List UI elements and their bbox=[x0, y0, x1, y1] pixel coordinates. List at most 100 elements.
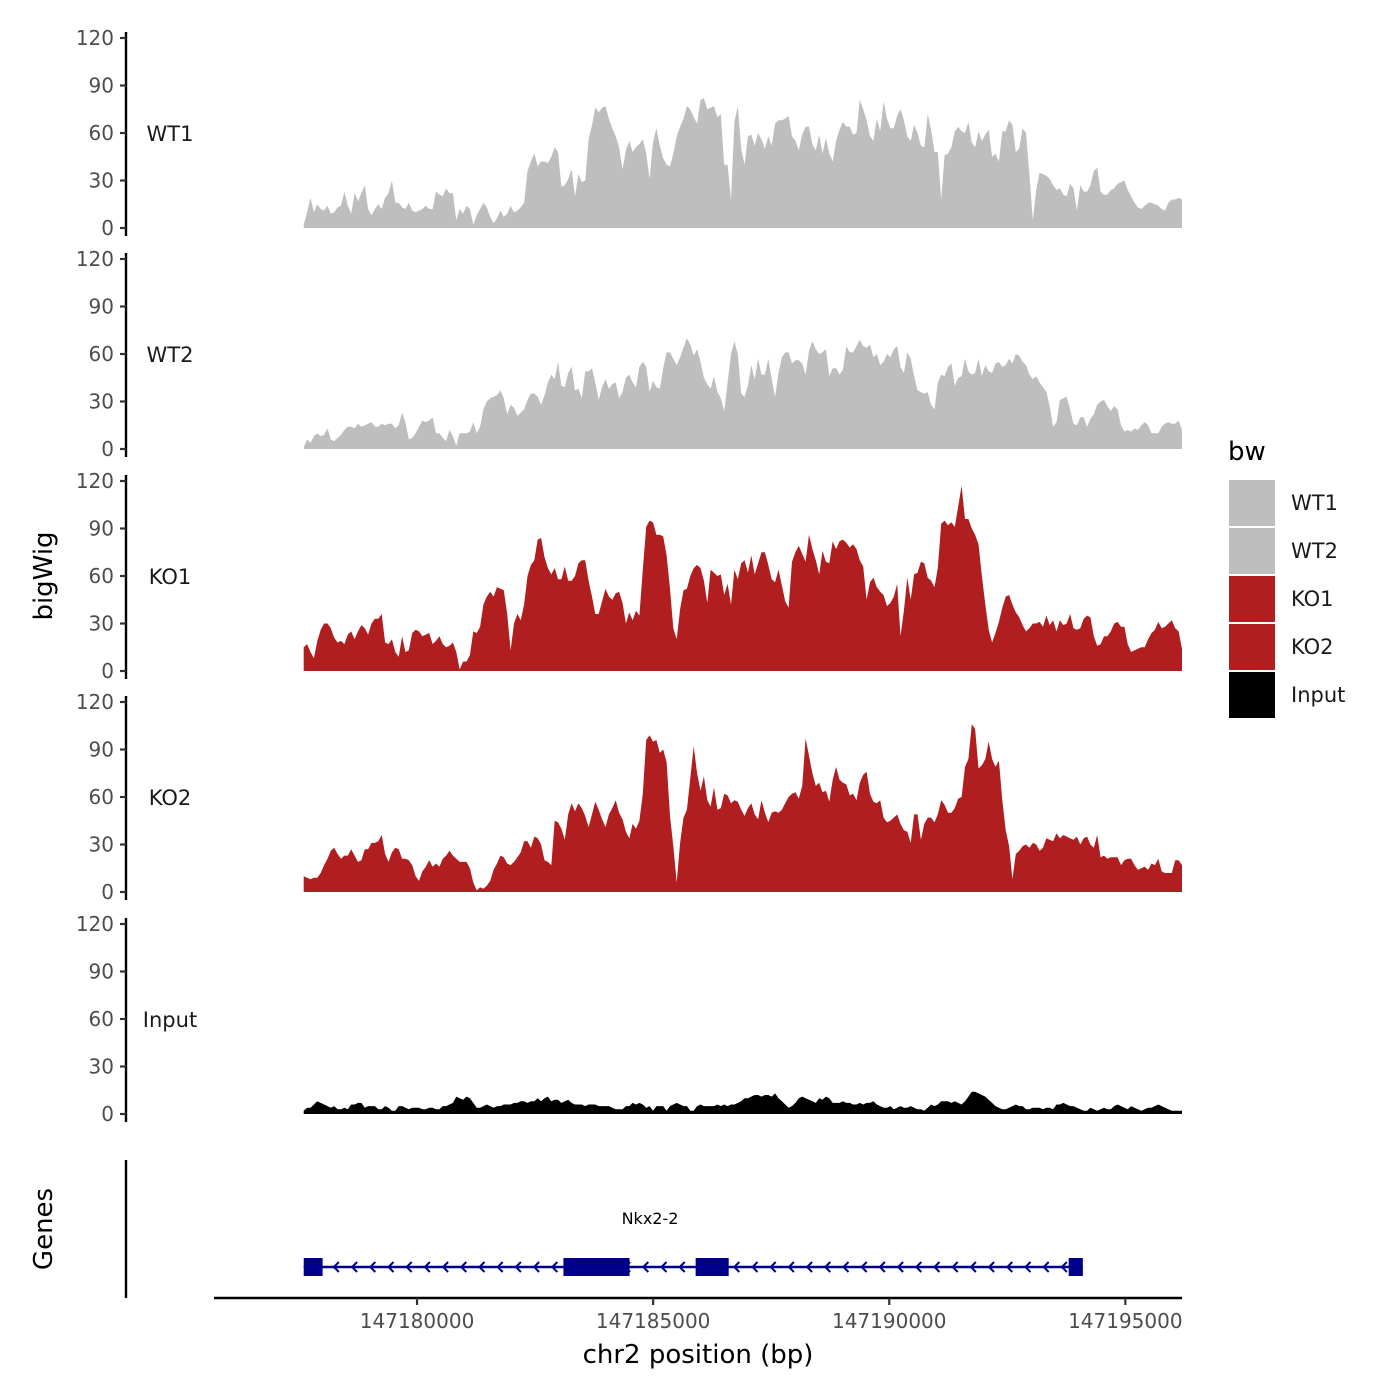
strand-arrow bbox=[514, 1261, 522, 1273]
strand-arrow bbox=[1060, 1261, 1068, 1273]
x-tick-label-147190000: 147190000 bbox=[832, 1309, 947, 1333]
y-tick-label-wt1-60: 60 bbox=[89, 121, 114, 145]
strand-arrow bbox=[441, 1261, 449, 1273]
legend-swatch-input bbox=[1229, 672, 1275, 718]
legend-label-wt2: WT2 bbox=[1291, 539, 1338, 563]
track-label-ko2: KO2 bbox=[149, 786, 192, 810]
y-tick-label-ko1-30: 30 bbox=[89, 612, 114, 636]
strand-arrow bbox=[496, 1261, 504, 1273]
coverage-area-wt2 bbox=[303, 338, 1182, 449]
strand-arrow bbox=[769, 1261, 777, 1273]
track-wt2: 0 30 60 90 120 WT2 bbox=[76, 247, 1182, 461]
legend-items: WT1 WT2 KO1 KO2 Input bbox=[1229, 480, 1345, 718]
strand-arrow bbox=[678, 1261, 686, 1273]
track-label-wt1: WT1 bbox=[147, 122, 194, 146]
strand-arrow bbox=[368, 1261, 377, 1273]
legend-swatch-ko2 bbox=[1229, 624, 1275, 670]
y-tick-label-ko1-60: 60 bbox=[89, 564, 114, 588]
strand-arrow bbox=[896, 1261, 904, 1273]
y-tick-label-wt2-120: 120 bbox=[76, 247, 114, 271]
strand-arrow bbox=[878, 1261, 886, 1273]
track-ko2: 0 30 60 90 120 KO2 bbox=[76, 690, 1182, 904]
gene-exon-2 bbox=[563, 1258, 630, 1276]
y-tick-label-input-120: 120 bbox=[76, 912, 114, 936]
x-axis: 147180000 147185000 147190000 147195000 chr… bbox=[214, 1296, 1183, 1370]
gene-exon-3 bbox=[695, 1258, 729, 1276]
y-tick-label-input-0: 0 bbox=[101, 1102, 114, 1126]
coverage-tracks: 0306090120WT10306090120WT20306090120KO10… bbox=[76, 26, 1182, 1126]
strand-arrow bbox=[805, 1261, 813, 1273]
x-tick-label-147195000: 147195000 bbox=[1068, 1309, 1183, 1333]
y-tick-label-wt2-90: 90 bbox=[89, 295, 114, 319]
gene-name-label: Nkx2-2 bbox=[622, 1209, 679, 1228]
strand-arrow bbox=[787, 1261, 795, 1273]
strand-arrow bbox=[660, 1261, 668, 1273]
y-tick-label-ko2-90: 90 bbox=[89, 738, 114, 762]
gene-exon-4 bbox=[1068, 1258, 1083, 1276]
strand-arrow bbox=[842, 1261, 850, 1273]
y-tick-label-ko1-0: 0 bbox=[101, 659, 114, 683]
strand-arrow bbox=[860, 1261, 868, 1273]
y-tick-label-wt2-60: 60 bbox=[89, 342, 114, 366]
y-tick-label-ko2-60: 60 bbox=[89, 785, 114, 809]
legend-title: bw bbox=[1228, 437, 1266, 467]
strand-arrow bbox=[550, 1261, 559, 1273]
track-ko1: 0 30 60 90 120 KO1 bbox=[76, 469, 1182, 683]
gene-model bbox=[303, 1258, 1083, 1276]
track-label-wt2: WT2 bbox=[147, 343, 194, 367]
y-tick-label-wt1-90: 90 bbox=[89, 74, 114, 98]
y-tick-label-ko1-90: 90 bbox=[89, 517, 114, 541]
legend-label-ko2: KO2 bbox=[1291, 635, 1334, 659]
strand-arrow bbox=[459, 1261, 468, 1273]
strand-arrow bbox=[751, 1261, 759, 1273]
legend-swatch-wt1 bbox=[1229, 480, 1275, 526]
legend-swatch-ko1 bbox=[1229, 576, 1275, 622]
strand-arrow bbox=[987, 1261, 995, 1273]
y-tick-label-wt1-0: 0 bbox=[101, 216, 114, 240]
y-tick-label-input-60: 60 bbox=[89, 1007, 114, 1031]
coverage-area-ko1 bbox=[303, 485, 1182, 671]
strand-arrow bbox=[732, 1261, 741, 1273]
y-tick-label-wt2-30: 30 bbox=[89, 390, 114, 414]
track-label-ko1: KO1 bbox=[149, 565, 192, 589]
y-axis-title-bigwig: bigWig bbox=[29, 531, 59, 620]
coverage-area-ko2 bbox=[303, 724, 1182, 892]
y-tick-label-wt1-120: 120 bbox=[76, 26, 114, 50]
y-tick-label-ko2-0: 0 bbox=[101, 880, 114, 904]
strand-arrow bbox=[387, 1261, 395, 1273]
strand-arrow bbox=[914, 1261, 923, 1273]
x-tick-label-147180000: 147180000 bbox=[360, 1309, 475, 1333]
x-axis-title: chr2 position (bp) bbox=[583, 1340, 814, 1370]
y-tick-label-ko1-120: 120 bbox=[76, 469, 114, 493]
strand-arrow bbox=[350, 1261, 358, 1273]
x-tick-label-147185000: 147185000 bbox=[596, 1309, 711, 1333]
y-tick-label-wt2-0: 0 bbox=[101, 437, 114, 461]
genes-panel: Nkx2-2 bbox=[124, 1160, 1083, 1298]
track-label-input: Input bbox=[143, 1008, 197, 1032]
strand-arrow bbox=[332, 1261, 340, 1273]
coverage-area-input bbox=[303, 1091, 1182, 1114]
y-tick-label-ko2-120: 120 bbox=[76, 690, 114, 714]
y-tick-label-input-90: 90 bbox=[89, 960, 114, 984]
strand-arrow bbox=[478, 1261, 486, 1273]
y-tick-label-ko2-30: 30 bbox=[89, 833, 114, 857]
strand-arrow bbox=[423, 1261, 431, 1273]
y-tick-label-input-30: 30 bbox=[89, 1055, 114, 1079]
strand-arrow bbox=[823, 1261, 832, 1273]
y-axis-title-genes: Genes bbox=[29, 1188, 59, 1270]
strand-arrow bbox=[969, 1261, 977, 1273]
legend: bw WT1 WT2 KO1 KO2 Input bbox=[1228, 437, 1345, 718]
legend-swatch-wt2 bbox=[1229, 528, 1275, 574]
strand-arrow bbox=[951, 1261, 959, 1273]
legend-label-input: Input bbox=[1291, 683, 1345, 707]
x-axis-ticks: 147180000 147185000 147190000 147195000 bbox=[360, 1298, 1183, 1333]
strand-arrow bbox=[1005, 1261, 1014, 1273]
strand-arrow bbox=[532, 1261, 540, 1273]
track-wt1: 0 30 60 90 120 WT1 bbox=[76, 26, 1182, 240]
coverage-area-wt1 bbox=[303, 98, 1182, 228]
strand-arrow bbox=[933, 1261, 941, 1273]
strand-arrow bbox=[641, 1261, 650, 1273]
strand-arrow bbox=[1042, 1261, 1050, 1273]
y-tick-label-wt1-30: 30 bbox=[89, 169, 114, 193]
